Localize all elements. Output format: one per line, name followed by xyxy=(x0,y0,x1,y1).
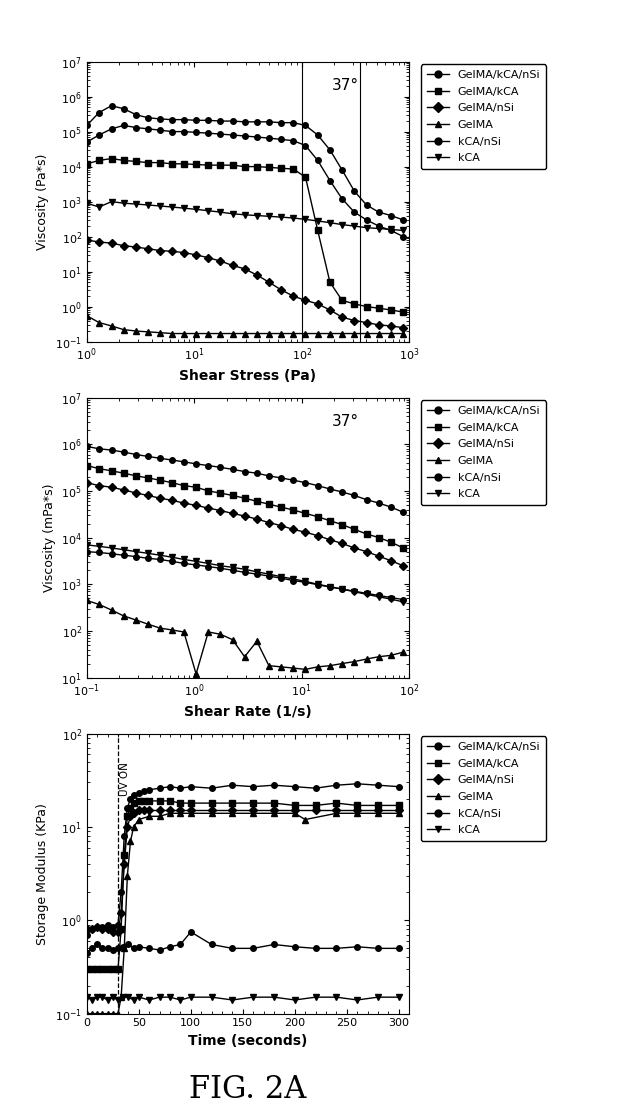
Bar xyxy=(302,62,360,342)
X-axis label: Time (seconds): Time (seconds) xyxy=(188,1034,308,1048)
Legend: GelMA/kCA/nSi, GelMA/kCA, GelMA/nSi, GelMA, kCA/nSi, kCA: GelMA/kCA/nSi, GelMA/kCA, GelMA/nSi, Gel… xyxy=(421,400,546,505)
Y-axis label: Viscosity (mPa*s): Viscosity (mPa*s) xyxy=(43,484,56,591)
Text: 37°: 37° xyxy=(332,78,359,93)
Legend: GelMA/kCA/nSi, GelMA/kCA, GelMA/nSi, GelMA, kCA/nSi, kCA: GelMA/kCA/nSi, GelMA/kCA, GelMA/nSi, Gel… xyxy=(421,64,546,169)
Legend: GelMA/kCA/nSi, GelMA/kCA, GelMA/nSi, GelMA, kCA/nSi, kCA: GelMA/kCA/nSi, GelMA/kCA, GelMA/nSi, Gel… xyxy=(421,736,546,841)
Y-axis label: Storage Modulus (KPa): Storage Modulus (KPa) xyxy=(37,803,50,944)
Text: FIG. 2A: FIG. 2A xyxy=(189,1074,307,1104)
X-axis label: Shear Stress (Pa): Shear Stress (Pa) xyxy=(179,368,317,383)
Text: 37°: 37° xyxy=(332,414,359,429)
Y-axis label: Viscosity (Pa*s): Viscosity (Pa*s) xyxy=(37,153,50,250)
X-axis label: Shear Rate (1/s): Shear Rate (1/s) xyxy=(184,704,312,719)
Text: UV ON: UV ON xyxy=(120,762,130,795)
